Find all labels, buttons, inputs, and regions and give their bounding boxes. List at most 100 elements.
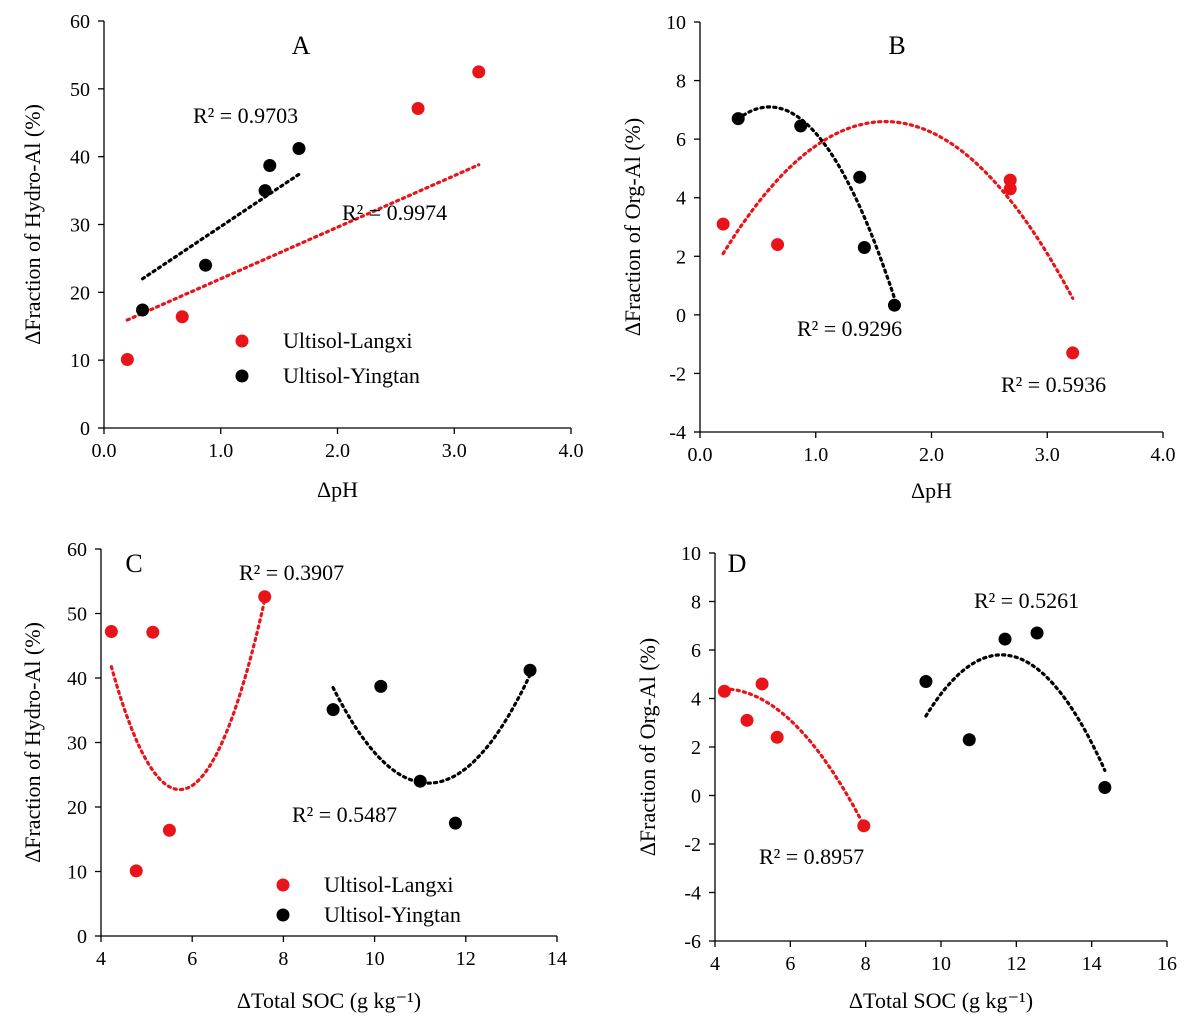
trendline-yingtan bbox=[140, 172, 301, 281]
legend-marker-yingtan bbox=[235, 369, 249, 383]
data-point-langxi bbox=[1066, 346, 1080, 360]
y-tick-label: 20 bbox=[67, 797, 87, 819]
y-tick-label: 6 bbox=[676, 129, 686, 151]
y-tick-label: 30 bbox=[67, 733, 87, 755]
data-point-yingtan bbox=[919, 675, 933, 689]
data-point-yingtan bbox=[292, 142, 306, 156]
trendline-langxi bbox=[721, 119, 1075, 300]
trendline-langxi bbox=[722, 687, 866, 827]
y-tick-label: 2 bbox=[676, 246, 686, 268]
data-point-yingtan bbox=[853, 170, 867, 184]
y-tick-label: 60 bbox=[70, 11, 90, 33]
y-tick-label: 6 bbox=[691, 640, 701, 662]
panel-d: 4 6 8 10 12 14 16 -6 -4 -2 0 2 4 6 8 10 ΔTotal SOC (g kg… bbox=[635, 543, 1177, 1013]
panel-letter: C bbox=[125, 549, 142, 578]
r-squared-label-yingtan: R² = 0.5487 bbox=[292, 802, 397, 827]
y-axis-title: ΔFraction of Hydro-Al (%) bbox=[20, 622, 45, 863]
x-tick-label: 8 bbox=[861, 953, 871, 975]
y-tick-label: 0 bbox=[676, 305, 686, 327]
x-tick-label: 4.0 bbox=[1151, 444, 1176, 466]
legend-label-yingtan: Ultisol-Yingtan bbox=[283, 363, 420, 388]
y-tick-label: 40 bbox=[70, 147, 90, 169]
x-tick-label: 4 bbox=[96, 948, 106, 970]
x-tick-label: 12 bbox=[1006, 953, 1026, 975]
trendline-langxi bbox=[109, 598, 267, 792]
y-tick-label: 30 bbox=[70, 215, 90, 237]
legend-label-yingtan: Ultisol-Yingtan bbox=[324, 902, 461, 927]
x-tick-label: 6 bbox=[187, 948, 197, 970]
x-tick-label: 3.0 bbox=[442, 440, 467, 462]
data-point-yingtan bbox=[794, 119, 808, 133]
y-tick-label: 50 bbox=[67, 604, 87, 626]
x-tick-label: 0.0 bbox=[688, 444, 713, 466]
data-point-yingtan bbox=[887, 298, 901, 312]
legend-label-langxi: Ultisol-Langxi bbox=[324, 872, 454, 897]
data-point-yingtan bbox=[199, 258, 213, 272]
y-tick-label: 60 bbox=[67, 539, 87, 561]
data-point-yingtan bbox=[374, 679, 388, 693]
r-squared-label-yingtan: R² = 0.5261 bbox=[974, 588, 1079, 613]
y-tick-label: 50 bbox=[70, 79, 90, 101]
data-point-langxi bbox=[162, 823, 176, 837]
data-point-yingtan bbox=[258, 184, 272, 198]
y-tick-label: -4 bbox=[684, 883, 701, 905]
x-axis-title: ΔTotal SOC (g kg⁻¹) bbox=[237, 988, 421, 1013]
panel-letter: D bbox=[728, 549, 747, 578]
y-tick-label: 2 bbox=[691, 737, 701, 759]
panel-c: 4 6 8 10 12 14 0 10 20 30 40 50 60 ΔTotal SOC (g kg⁻¹… bbox=[20, 539, 567, 1013]
x-axis-title: ΔpH bbox=[911, 478, 952, 503]
x-tick-label: 4 bbox=[710, 953, 720, 975]
legend-marker-langxi bbox=[235, 334, 249, 348]
x-tick-label: 14 bbox=[547, 948, 567, 970]
data-point-yingtan bbox=[962, 733, 976, 747]
x-tick-label: 3.0 bbox=[1035, 444, 1060, 466]
data-point-yingtan bbox=[523, 663, 537, 677]
y-axis-title: ΔFraction of Hydro-Al (%) bbox=[20, 104, 45, 345]
x-tick-label: 14 bbox=[1082, 953, 1102, 975]
trendline-yingtan bbox=[331, 673, 532, 785]
x-tick-label: 12 bbox=[456, 948, 476, 970]
y-tick-label: -6 bbox=[684, 931, 701, 953]
r-squared-label-yingtan: R² = 0.9703 bbox=[193, 103, 298, 128]
legend-label-langxi: Ultisol-Langxi bbox=[283, 328, 413, 353]
data-point-yingtan bbox=[263, 158, 277, 172]
y-tick-label: -4 bbox=[669, 422, 686, 444]
data-point-yingtan bbox=[857, 241, 871, 254]
data-point-langxi bbox=[770, 730, 784, 744]
panel-a: 0.0 1.0 2.0 3.0 4.0 0 10 20 30 40 50 60 ΔpH ΔFraction… bbox=[20, 11, 584, 502]
data-point-langxi bbox=[1003, 182, 1017, 196]
data-point-yingtan bbox=[136, 303, 150, 317]
x-tick-label: 16 bbox=[1157, 953, 1177, 975]
x-tick-label: 1.0 bbox=[803, 444, 828, 466]
data-point-langxi bbox=[857, 819, 871, 833]
y-tick-label: 0 bbox=[77, 926, 87, 948]
x-axis-title: ΔTotal SOC (g kg⁻¹) bbox=[849, 988, 1033, 1013]
x-tick-label: 6 bbox=[785, 953, 795, 975]
y-tick-label: 10 bbox=[681, 543, 701, 565]
y-tick-label: 8 bbox=[691, 592, 701, 614]
data-point-yingtan bbox=[1030, 626, 1044, 640]
data-point-yingtan bbox=[998, 632, 1012, 646]
y-tick-label: -2 bbox=[684, 834, 701, 856]
data-point-langxi bbox=[146, 625, 160, 639]
x-tick-label: 8 bbox=[278, 948, 288, 970]
x-tick-label: 10 bbox=[365, 948, 385, 970]
panel-b: 0.0 1.0 2.0 3.0 4.0 -4 -2 0 2 4 6 8 10 ΔpH ΔFraction o… bbox=[620, 12, 1176, 503]
r-squared-label-langxi: R² = 0.8957 bbox=[759, 844, 864, 869]
trendline-yingtan bbox=[924, 653, 1107, 772]
legend-marker-yingtan bbox=[276, 908, 290, 922]
x-tick-label: 4.0 bbox=[559, 440, 584, 462]
y-tick-label: -2 bbox=[669, 363, 686, 385]
panel-letter: B bbox=[888, 31, 905, 60]
panel-letter: A bbox=[292, 31, 311, 60]
data-point-langxi bbox=[472, 65, 486, 79]
data-point-yingtan bbox=[731, 112, 745, 126]
legend-marker-langxi bbox=[276, 878, 290, 892]
data-point-yingtan bbox=[326, 703, 340, 717]
data-point-langxi bbox=[716, 217, 730, 231]
x-tick-label: 2.0 bbox=[325, 440, 350, 462]
x-axis-title: ΔpH bbox=[317, 477, 358, 502]
data-point-langxi bbox=[771, 238, 785, 252]
x-tick-label: 1.0 bbox=[208, 440, 233, 462]
